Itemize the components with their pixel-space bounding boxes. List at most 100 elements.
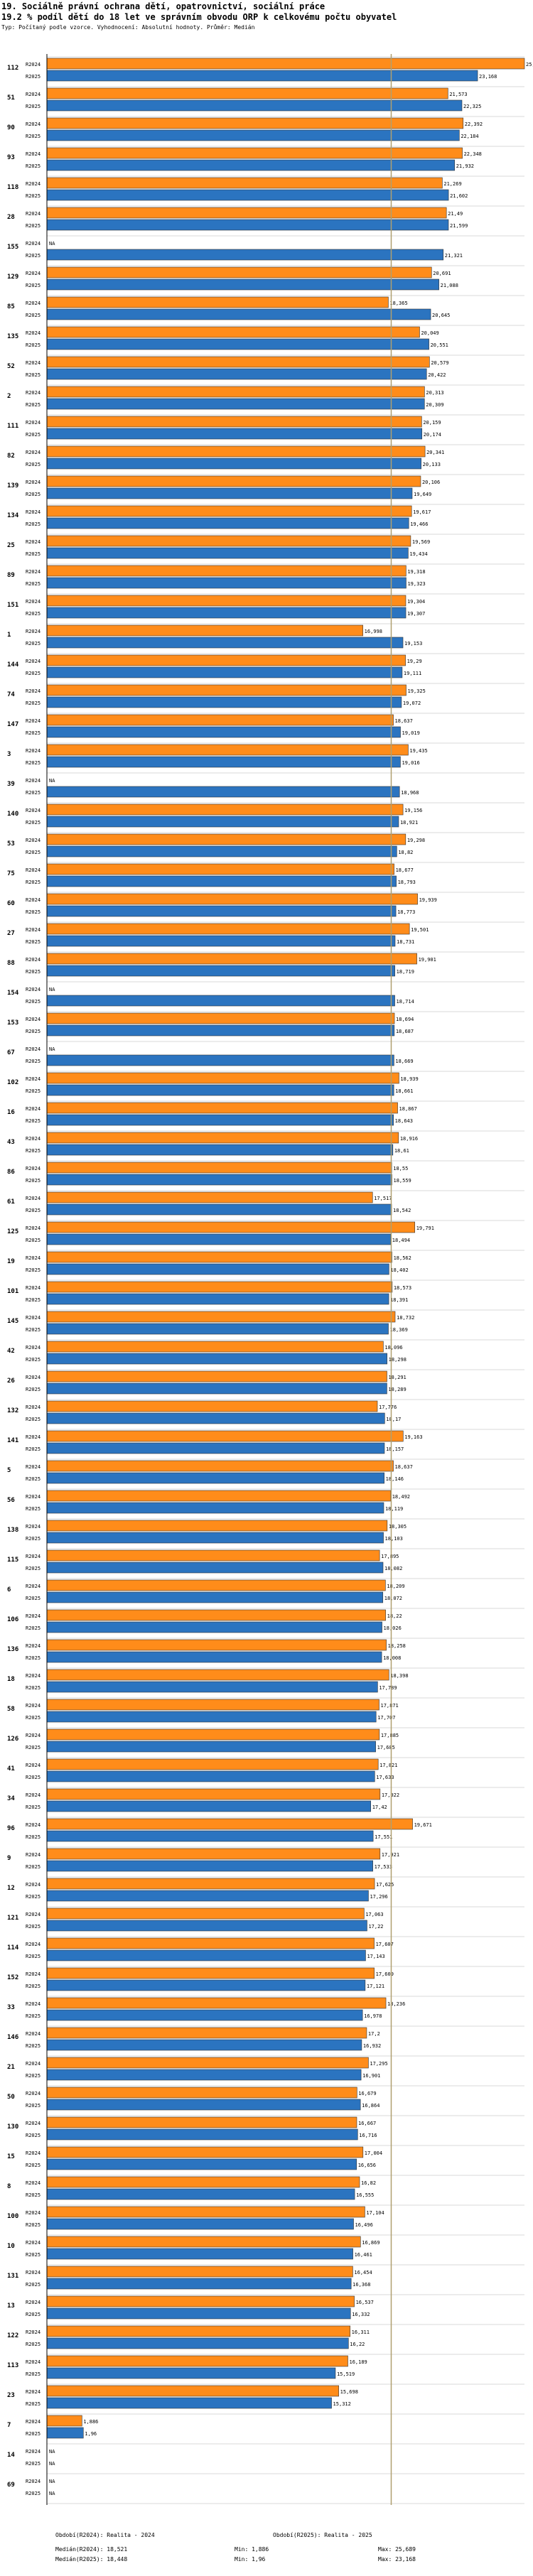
bar-r2025: [46, 487, 413, 499]
value-label: 20,551: [431, 342, 448, 348]
bar-r2025: [46, 1621, 382, 1633]
value-label: 18,921: [400, 820, 418, 826]
series-label: R2025: [26, 223, 41, 229]
value-label: 18,291: [388, 1375, 406, 1380]
max-r2024: Max: 25,689: [378, 2546, 416, 2553]
value-label: 22,325: [463, 104, 481, 109]
value-label: 1,96: [85, 2431, 97, 2437]
series-label: R2025: [26, 1088, 41, 1094]
series-label: R2025: [26, 1596, 41, 1601]
category-label: 13: [7, 2302, 15, 2310]
value-label: 20,422: [428, 372, 446, 378]
series-label: R2025: [26, 1655, 41, 1661]
value-label: 17,104: [366, 2210, 384, 2216]
bar-r2024: [46, 117, 464, 129]
bar-r2024: [46, 1639, 387, 1651]
value-label: 19,323: [407, 581, 425, 587]
category-label: 130: [7, 2123, 18, 2131]
series-label: R2024: [26, 2031, 41, 2037]
category-label: 58: [7, 1706, 15, 1713]
bar-r2024: [46, 1848, 381, 1860]
series-label: R2024: [26, 241, 41, 247]
value-label: 18,542: [393, 1208, 411, 1213]
bar-r2024: [46, 714, 394, 726]
category-label: 2: [7, 393, 11, 400]
series-label: R2024: [26, 1792, 41, 1798]
bar-r2025: [46, 398, 425, 410]
series-label: R2025: [26, 1148, 41, 1154]
category-label: 50: [7, 2094, 15, 2101]
series-label: R2025: [26, 492, 41, 497]
value-label: 21,269: [443, 181, 461, 187]
value-label: 21,321: [445, 253, 463, 259]
value-label: 23,168: [479, 74, 497, 80]
bar-r2024: [46, 2415, 82, 2427]
series-label: R2024: [26, 838, 41, 843]
value-label: 16,496: [355, 2222, 373, 2228]
series-label: R2024: [26, 1464, 41, 1470]
series-label: R2024: [26, 2061, 41, 2067]
value-label: 19,466: [410, 521, 428, 527]
bar-r2025: [46, 1263, 389, 1275]
series-label: R2025: [26, 74, 41, 80]
series-label: R2024: [26, 480, 41, 485]
series-label: R2025: [26, 2073, 41, 2079]
na-label: NA: [49, 2479, 55, 2484]
series-label: R2024: [26, 1136, 41, 1142]
value-label: 16,998: [365, 629, 382, 634]
value-label: 18,939: [400, 1076, 418, 1082]
series-label: R2025: [26, 2133, 41, 2138]
bar-r2024: [46, 565, 407, 577]
value-label: 17,607: [376, 1942, 394, 1947]
value-label: 22,348: [464, 151, 482, 157]
series-label: R2024: [26, 1405, 41, 1410]
value-label: 20,691: [433, 271, 451, 276]
series-label: R2025: [26, 1536, 41, 1542]
value-label: 20,579: [431, 360, 448, 366]
value-label: 18,637: [395, 718, 413, 724]
bar-r2025: [46, 1920, 367, 1932]
value-label: 19,939: [419, 897, 437, 903]
series-label: R2024: [26, 599, 41, 605]
bar-r2024: [46, 535, 411, 547]
category-label: 113: [7, 2362, 18, 2369]
series-label: R2024: [26, 330, 41, 336]
bar-r2025: [46, 2307, 351, 2320]
series-label: R2024: [26, 1494, 41, 1500]
series-label: R2024: [26, 1225, 41, 1231]
na-label: NA: [49, 241, 55, 247]
bar-r2024: [46, 1460, 394, 1472]
category-label: 129: [7, 274, 18, 281]
series-label: R2025: [26, 1446, 41, 1452]
series-label: R2024: [26, 569, 41, 575]
bar-r2025: [46, 1054, 394, 1066]
median-r2024: Medián(R2024): 18,521: [55, 2546, 128, 2553]
na-label: NA: [49, 2449, 55, 2455]
bar-r2025: [46, 129, 460, 141]
series-label: R2025: [26, 2252, 41, 2258]
value-label: 17,776: [379, 1405, 397, 1410]
series-label: R2024: [26, 2001, 41, 2007]
value-label: 18,492: [392, 1494, 410, 1500]
value-label: 17,22: [368, 1924, 383, 1930]
value-label: 18,209: [387, 1584, 404, 1589]
value-label: 18,391: [390, 1297, 408, 1303]
bar-r2024: [46, 2236, 361, 2248]
category-label: 82: [7, 453, 15, 460]
bar-r2025: [46, 219, 449, 231]
series-label: R2024: [26, 1524, 41, 1530]
value-label: 17,295: [370, 2061, 387, 2067]
category-label: 10: [7, 2243, 15, 2250]
series-label: R2024: [26, 1046, 41, 1052]
series-label: R2024: [26, 151, 41, 157]
bar-r2024: [46, 1370, 387, 1382]
series-label: R2025: [26, 163, 41, 169]
bar-r2024: [46, 1728, 380, 1741]
series-label: R2025: [26, 134, 41, 139]
value-label: 19,156: [404, 808, 422, 813]
bar-r2024: [46, 1788, 381, 1800]
bar-r2024: [46, 833, 407, 845]
bar-r2024: [46, 1699, 379, 1711]
category-label: 152: [7, 1974, 18, 1981]
series-label: R2024: [26, 1315, 41, 1321]
